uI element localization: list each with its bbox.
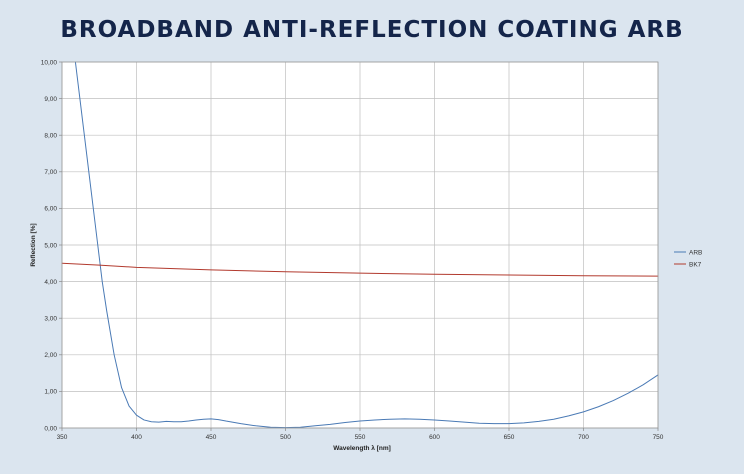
tick-layer: 350 400 450 500 550 600 650 700 750 0,00 1,00 2,00 3… [41, 59, 664, 441]
y-tick-label: 8,00 [44, 133, 57, 140]
y-tick-label: 1,00 [44, 389, 57, 396]
y-tick-label: 10,00 [41, 59, 58, 66]
legend-label-arb: ARB [689, 250, 702, 257]
x-tick-label: 650 [504, 434, 515, 441]
series-line-bk7 [61, 262, 659, 277]
y-tick-label: 7,00 [44, 169, 57, 176]
x-tick-label: 550 [355, 434, 366, 441]
x-tick-label: 750 [653, 434, 664, 441]
y-tick-label: 3,00 [44, 316, 57, 323]
x-tick-label: 500 [280, 434, 291, 441]
y-axis-title: Reflection [%] [30, 223, 37, 266]
legend-label-bk7: BK7 [689, 262, 702, 269]
chart-title: BROADBAND ANTI-REFLECTION COATING ARB [60, 17, 684, 43]
y-tick-label: 2,00 [44, 352, 57, 359]
x-tick-label: 450 [206, 434, 217, 441]
x-tick-label: 600 [429, 434, 440, 441]
x-tick-label: 350 [57, 434, 68, 441]
y-tick-label: 4,00 [44, 279, 57, 286]
y-tick-label: 5,00 [44, 242, 57, 249]
grid-layer [61, 61, 659, 429]
x-axis-title: Wavelength λ [nm] [333, 444, 391, 452]
legend: ARB BK7 [674, 250, 702, 269]
series-line-arb [74, 61, 659, 429]
y-tick-label: 0,00 [44, 425, 57, 432]
series-layer [61, 61, 659, 429]
x-tick-label: 700 [578, 434, 589, 441]
y-tick-label: 9,00 [44, 96, 57, 103]
x-tick-label: 400 [131, 434, 142, 441]
y-tick-label: 6,00 [44, 206, 57, 213]
